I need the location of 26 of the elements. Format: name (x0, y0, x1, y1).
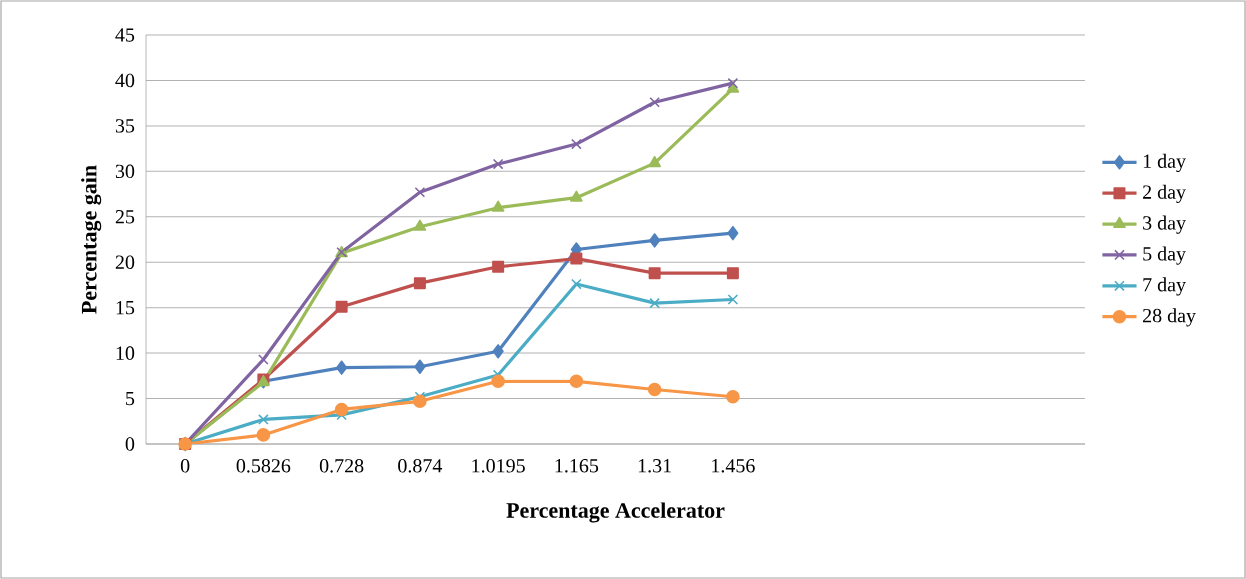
y-tick-label: 10 (116, 346, 135, 360)
legend-label: 28 day (1143, 308, 1196, 327)
y-tick-label: 35 (115, 119, 135, 133)
y-tick-label: 45 (115, 28, 135, 42)
legend-label: 7 day (1143, 277, 1186, 296)
legend-label: 2 day (1143, 184, 1186, 203)
x-tick-label: 0 (180, 459, 190, 473)
y-tick-label: 15 (116, 300, 135, 315)
y-axis-title: Percentage gain (81, 165, 102, 314)
x-tick-label: 1.456 (712, 459, 755, 473)
x-axis-title: Percentage Accelerator (506, 502, 725, 523)
x-tick-label: 1.165 (555, 459, 599, 473)
legend-label: 3 day (1143, 215, 1186, 234)
legend-label: 5 day (1143, 246, 1186, 265)
x-tick-label: 0.728 (319, 459, 364, 473)
x-tick-label: 0.5826 (236, 459, 291, 473)
y-tick-label: 0 (125, 437, 135, 451)
legend-label: 1 day (1143, 153, 1186, 173)
x-tick-label: 1.31 (638, 459, 671, 473)
y-tick-label: 5 (126, 391, 135, 406)
x-tick-label: 0.874 (398, 459, 443, 473)
y-tick-label: 30 (115, 164, 135, 179)
y-tick-label: 20 (115, 255, 135, 269)
y-tick-label: 25 (115, 210, 135, 224)
y-tick-label: 40 (115, 73, 135, 88)
x-tick-label: 1.0195 (472, 459, 525, 473)
